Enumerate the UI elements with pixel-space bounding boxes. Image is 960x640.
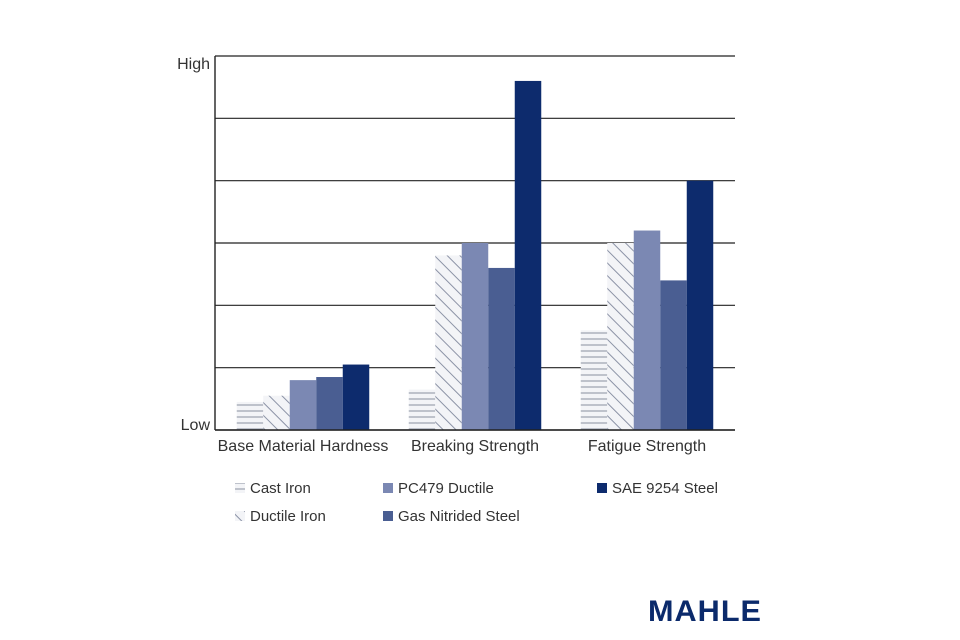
bar	[686, 180, 714, 430]
bar	[514, 80, 542, 430]
legend: Cast Iron Ductile Iron PC479 Ductile Gas Ni…	[235, 480, 718, 525]
x-tick-label: Fatigue Strength	[588, 438, 706, 455]
bar	[580, 330, 608, 430]
legend-swatch	[383, 511, 393, 521]
y-tick-labels: High Low	[177, 56, 210, 434]
legend-label: Gas Nitrided Steel	[398, 508, 520, 525]
logo-text: MAHLE	[648, 595, 762, 626]
legend-label: PC479 Ductile	[398, 480, 494, 497]
bar	[488, 267, 515, 430]
x-tick-label: Base Material Hardness	[218, 438, 389, 455]
legend-label: SAE 9254 Steel	[612, 480, 718, 497]
bar	[607, 243, 634, 430]
y-tick-label-high: High	[177, 56, 210, 73]
bar	[660, 280, 687, 430]
bar	[289, 380, 317, 430]
x-tick-label: Breaking Strength	[411, 438, 539, 455]
axes	[214, 56, 735, 431]
bar	[263, 395, 290, 430]
legend-swatch	[597, 483, 607, 493]
bar	[633, 230, 661, 430]
legend-label: Ductile Iron	[250, 508, 326, 525]
bar	[461, 243, 489, 430]
bar	[236, 401, 264, 430]
legend-swatch	[235, 511, 245, 521]
x-tick-labels: Base Material Hardness Breaking Strength F…	[218, 438, 707, 455]
bar	[316, 377, 343, 430]
legend-swatch	[383, 483, 393, 493]
legend-label: Cast Iron	[250, 480, 311, 497]
bar	[342, 364, 370, 430]
y-tick-label-low: Low	[181, 417, 211, 434]
bars	[236, 80, 714, 430]
bar	[408, 389, 436, 430]
legend-swatch	[235, 483, 245, 493]
mahle-logo: MAHLE	[648, 595, 762, 626]
bar	[435, 255, 462, 430]
